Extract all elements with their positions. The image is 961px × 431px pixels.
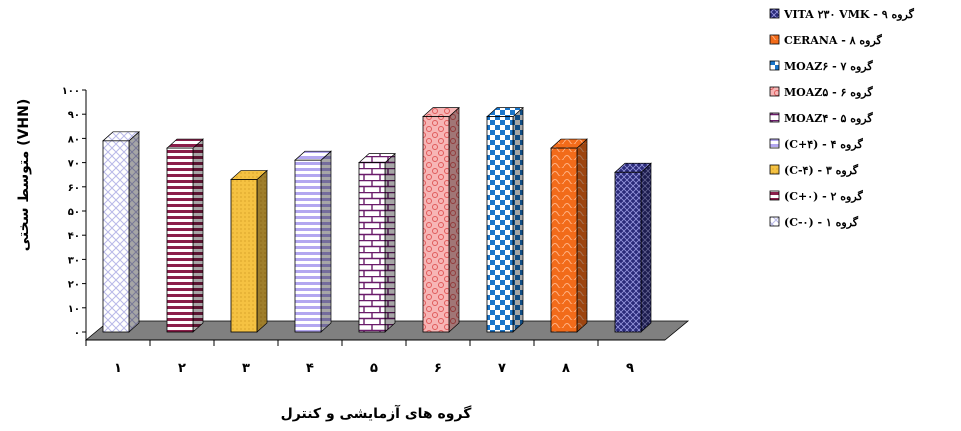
y-tick-label: ۲۰ bbox=[68, 280, 80, 291]
bar-front bbox=[230, 179, 258, 333]
x-axis-title: گروه های آزمایشی و کنترل bbox=[281, 404, 473, 422]
x-tick-label: ۶ bbox=[434, 361, 442, 376]
y-tick-label: ۰ bbox=[74, 328, 80, 339]
bar-side-shade bbox=[513, 107, 523, 333]
bar-side-shade bbox=[577, 139, 587, 332]
bar-side-shade bbox=[129, 131, 139, 332]
bar bbox=[550, 138, 588, 333]
legend-label: گروه ۲ - (C+۰) bbox=[784, 189, 863, 203]
legend-swatch bbox=[769, 34, 780, 45]
bar bbox=[486, 106, 524, 333]
bar-front bbox=[358, 162, 386, 333]
legend-swatch bbox=[769, 138, 780, 149]
y-tick-label: ۱۰ bbox=[68, 304, 80, 315]
bar bbox=[358, 152, 396, 333]
y-axis-title: متوسط سختی (VHN) bbox=[16, 99, 32, 251]
y-tick-label: ۷۰ bbox=[68, 159, 80, 170]
y-tick-label: ۳۰ bbox=[68, 255, 80, 266]
legend-label: گروه ۳ - (C-۴) bbox=[784, 163, 859, 177]
y-tick-label: ۶۰ bbox=[68, 183, 80, 194]
bar-front bbox=[102, 140, 130, 333]
bar bbox=[614, 162, 652, 333]
y-tick-label: ۴۰ bbox=[68, 231, 80, 242]
bar-side-shade bbox=[321, 151, 331, 332]
bar bbox=[422, 106, 460, 333]
x-tick-label: ۸ bbox=[562, 361, 570, 376]
x-tick-label: ۱ bbox=[114, 361, 122, 376]
legend-swatch bbox=[769, 8, 780, 19]
bar-side-shade bbox=[641, 163, 651, 332]
bar-side-shade bbox=[449, 107, 459, 333]
bar-front bbox=[294, 159, 322, 333]
y-tick-label: ۵۰ bbox=[68, 207, 80, 218]
bar-front bbox=[486, 116, 514, 333]
bar-side-shade bbox=[385, 153, 395, 332]
y-tick-label: ۹۰ bbox=[68, 110, 80, 121]
bar-side-shade bbox=[193, 139, 203, 332]
bar-front bbox=[614, 171, 642, 333]
legend-label: گروه ۱ - (C-۰) bbox=[784, 215, 859, 229]
legend-swatch bbox=[769, 60, 780, 71]
legend-swatch bbox=[769, 164, 780, 175]
legend-swatch bbox=[769, 112, 780, 123]
legend-swatch bbox=[769, 216, 780, 227]
bar-front bbox=[422, 116, 450, 333]
legend-label: گروه ۹ - VITA ۲۳۰ VMK bbox=[783, 7, 915, 21]
bar bbox=[102, 131, 140, 333]
x-tick-label: ۴ bbox=[306, 361, 314, 376]
y-tick-label: ۸۰ bbox=[68, 134, 80, 145]
legend-label: گروه ۸ - CERANA bbox=[784, 33, 883, 47]
legend-label: گروه ۷ - MOAZ۶ bbox=[784, 59, 873, 73]
x-tick-label: ۳ bbox=[242, 361, 250, 376]
bar bbox=[230, 169, 268, 333]
bar-front bbox=[550, 147, 578, 333]
x-tick-label: ۷ bbox=[498, 361, 506, 376]
x-tick-label: ۹ bbox=[626, 361, 634, 376]
legend-swatch bbox=[769, 190, 780, 201]
legend-label: گروه ۶ - MOAZ۵ bbox=[784, 85, 873, 99]
legend-label: گروه ۴ - (C+۴) bbox=[784, 137, 863, 151]
x-tick-label: ۵ bbox=[370, 361, 378, 376]
bar bbox=[294, 150, 332, 333]
bar-front bbox=[166, 147, 194, 333]
y-tick-label: ۱۰۰ bbox=[62, 86, 80, 97]
legend-label: گروه ۵ - MOAZ۴ bbox=[784, 111, 873, 125]
bar-side-shade bbox=[257, 170, 267, 332]
bar bbox=[166, 138, 204, 333]
x-tick-label: ۲ bbox=[178, 361, 186, 376]
legend-swatch bbox=[769, 86, 780, 97]
